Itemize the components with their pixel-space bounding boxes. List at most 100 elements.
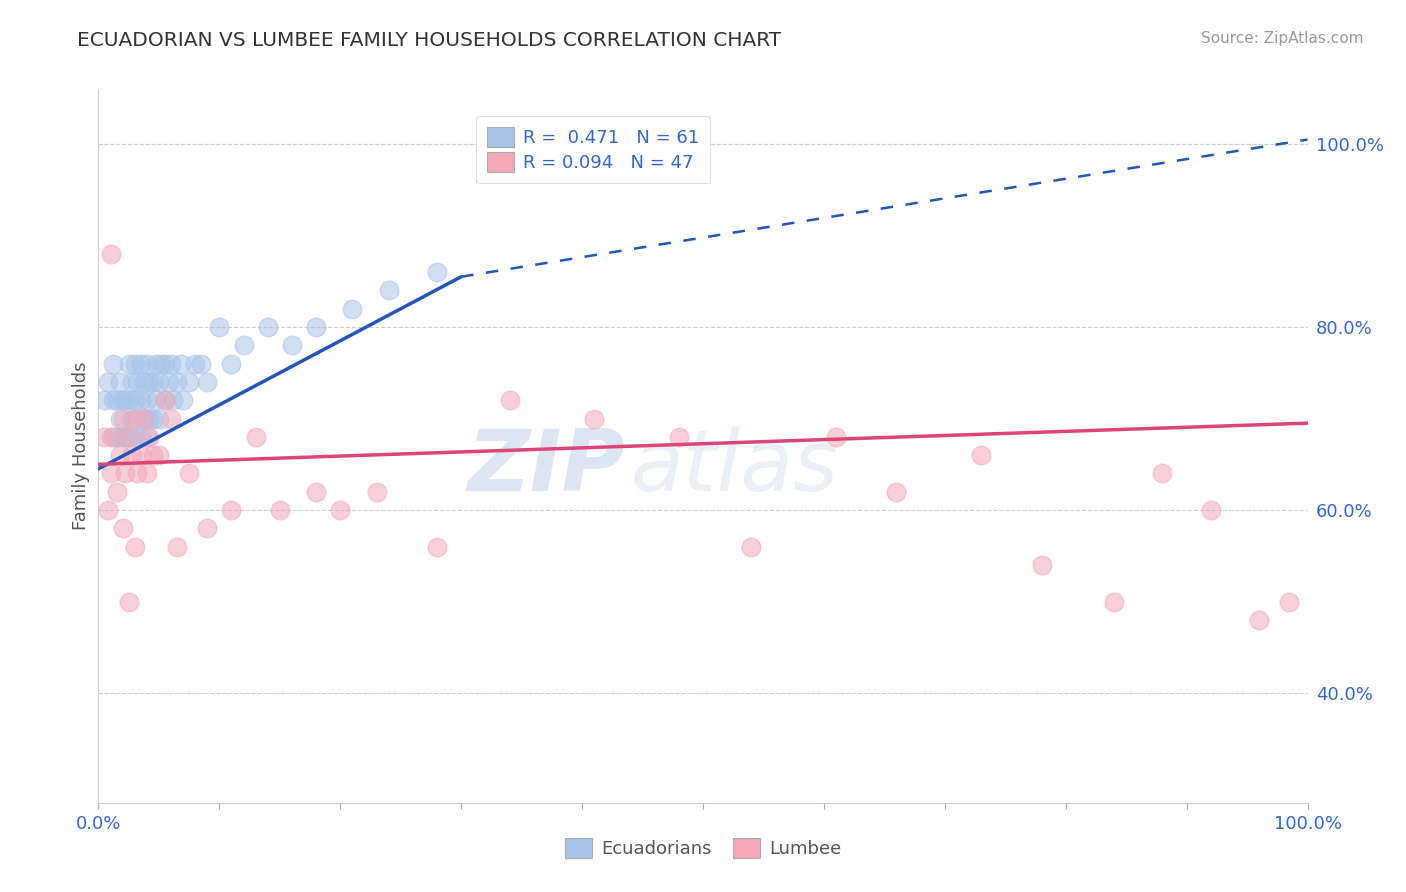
Point <box>124 540 146 554</box>
Point <box>135 430 157 444</box>
Point <box>118 594 141 608</box>
Point <box>1152 467 1174 481</box>
Point <box>118 430 141 444</box>
Point <box>426 265 449 279</box>
Point <box>195 521 218 535</box>
Point <box>138 375 160 389</box>
Point <box>148 411 170 425</box>
Point <box>142 375 165 389</box>
Point <box>97 503 120 517</box>
Point <box>118 430 141 444</box>
Point <box>129 430 152 444</box>
Point <box>111 411 134 425</box>
Point <box>127 411 149 425</box>
Point <box>114 467 136 481</box>
Point <box>111 393 134 408</box>
Point <box>114 430 136 444</box>
Point <box>108 448 131 462</box>
Point <box>160 357 183 371</box>
Point <box>135 467 157 481</box>
Point <box>172 393 194 408</box>
Point <box>1249 613 1271 627</box>
Point <box>190 357 212 371</box>
Point <box>148 375 170 389</box>
Point <box>124 393 146 408</box>
Point <box>111 430 134 444</box>
Point <box>108 411 131 425</box>
Point <box>583 411 606 425</box>
Point <box>93 430 115 444</box>
Point <box>101 393 124 408</box>
Point <box>121 375 143 389</box>
Point <box>111 521 134 535</box>
Text: Source: ZipAtlas.com: Source: ZipAtlas.com <box>1201 31 1364 46</box>
Point <box>305 484 328 499</box>
Point <box>153 357 176 371</box>
Point <box>160 411 183 425</box>
Legend: Ecuadorians, Lumbee: Ecuadorians, Lumbee <box>557 830 849 865</box>
Point <box>101 357 124 371</box>
Point <box>1199 503 1222 517</box>
Point <box>145 393 167 408</box>
Point <box>166 375 188 389</box>
Point <box>245 430 267 444</box>
Point <box>153 393 176 408</box>
Point <box>118 393 141 408</box>
Point <box>138 411 160 425</box>
Point <box>153 393 176 408</box>
Point <box>740 540 762 554</box>
Text: ZIP: ZIP <box>467 425 624 509</box>
Point <box>157 375 180 389</box>
Point <box>134 411 156 425</box>
Point <box>129 448 152 462</box>
Point <box>124 357 146 371</box>
Point <box>281 338 304 352</box>
Point <box>121 411 143 425</box>
Point <box>179 467 201 481</box>
Point <box>1278 594 1301 608</box>
Point <box>179 375 201 389</box>
Point <box>169 357 191 371</box>
Point <box>121 448 143 462</box>
Point <box>135 357 157 371</box>
Point <box>498 393 520 408</box>
Point <box>1031 558 1053 572</box>
Point <box>105 393 128 408</box>
Point <box>1102 594 1125 608</box>
Point <box>221 503 243 517</box>
Point <box>100 430 122 444</box>
Point <box>162 393 184 408</box>
Text: ECUADORIAN VS LUMBEE FAMILY HOUSEHOLDS CORRELATION CHART: ECUADORIAN VS LUMBEE FAMILY HOUSEHOLDS C… <box>77 31 782 50</box>
Point <box>134 375 156 389</box>
Point <box>269 503 291 517</box>
Point <box>150 357 173 371</box>
Point <box>232 338 254 352</box>
Point <box>135 393 157 408</box>
Point <box>129 357 152 371</box>
Point <box>101 430 124 444</box>
Point <box>118 357 141 371</box>
Point <box>208 320 231 334</box>
Point <box>138 430 160 444</box>
Point <box>124 430 146 444</box>
Point <box>97 375 120 389</box>
Point <box>114 393 136 408</box>
Point <box>825 430 848 444</box>
Point <box>426 540 449 554</box>
Point <box>142 411 165 425</box>
Point <box>105 484 128 499</box>
Y-axis label: Family Households: Family Households <box>72 362 90 530</box>
Point <box>184 357 207 371</box>
Point <box>100 467 122 481</box>
Point <box>366 484 388 499</box>
Point <box>124 411 146 425</box>
Point <box>142 448 165 462</box>
Point <box>93 393 115 408</box>
Point <box>145 357 167 371</box>
Point <box>256 320 278 334</box>
Point <box>148 448 170 462</box>
Point <box>221 357 243 371</box>
Point <box>100 247 122 261</box>
Point <box>377 284 399 298</box>
Point <box>129 393 152 408</box>
